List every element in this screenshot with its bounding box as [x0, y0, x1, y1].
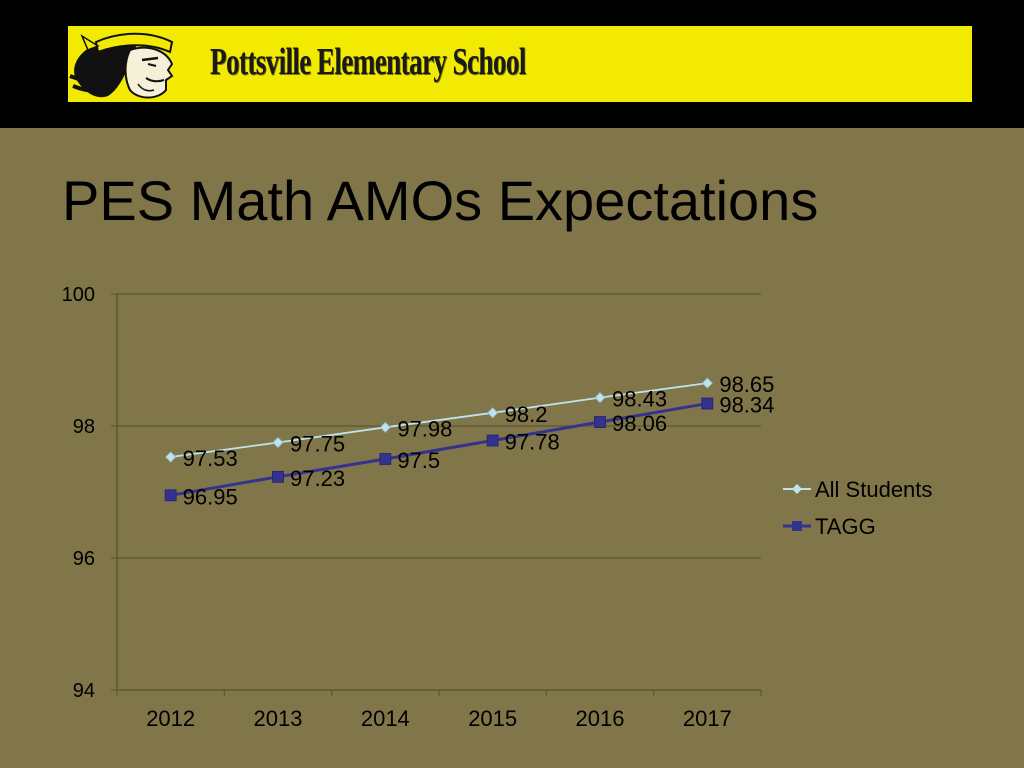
y-tick-label: 100 — [62, 284, 95, 306]
header-bar: Pottsville Elementary School — [0, 0, 1024, 128]
data-point-tagg — [486, 434, 499, 447]
y-tick-label: 94 — [73, 680, 95, 702]
data-point-tagg — [594, 416, 606, 428]
data-label: 97.5 — [397, 448, 440, 473]
data-label: 97.78 — [505, 430, 560, 455]
line-chart: 94 96 98 100 2012 2013 2014 2015 2016 2017 97.53 97… — [62, 284, 933, 731]
x-tick-label: 2014 — [361, 706, 410, 731]
school-name: Pottsville Elementary School — [210, 41, 526, 83]
data-label: 97.23 — [290, 466, 345, 491]
data-label: 98.34 — [719, 393, 774, 418]
data-label: 97.98 — [397, 416, 452, 441]
data-label: 96.95 — [183, 484, 238, 509]
data-label: 98.06 — [612, 411, 667, 436]
data-label: 97.53 — [183, 446, 238, 471]
legend-label: TAGG — [815, 514, 876, 539]
data-point-tagg — [701, 397, 714, 410]
x-tick-label: 2016 — [576, 706, 625, 731]
data-label: 98.43 — [612, 387, 667, 412]
data-point-tagg — [272, 470, 284, 483]
data-point-all-students — [379, 421, 391, 433]
legend-label: All Students — [815, 477, 932, 502]
data-point-all-students — [487, 407, 499, 419]
data-point-all-students — [165, 451, 177, 463]
legend-marker-tagg — [792, 521, 802, 531]
series-line-all-students — [170, 382, 708, 458]
data-label: 98.2 — [505, 402, 548, 427]
school-banner: Pottsville Elementary School — [68, 26, 972, 102]
x-tick-label: 2017 — [683, 706, 732, 731]
slide-title: PES Math AMOs Expectations — [62, 169, 819, 232]
mascot-logo-icon — [69, 32, 174, 99]
data-point-tagg — [379, 453, 392, 465]
data-label: 98.65 — [719, 372, 774, 397]
data-point-all-students — [594, 392, 606, 404]
data-point-all-students — [272, 436, 284, 449]
data-label: 97.75 — [290, 432, 345, 457]
x-tick-label: 2015 — [468, 706, 517, 731]
y-tick-label: 96 — [73, 548, 95, 570]
x-tick-label: 2012 — [146, 706, 195, 731]
y-tick-label: 98 — [73, 416, 95, 438]
data-point-all-students — [701, 377, 713, 389]
data-point-tagg — [164, 489, 177, 502]
x-tick-label: 2013 — [254, 706, 303, 731]
legend-marker-all-students — [792, 484, 802, 494]
series-line-tagg — [170, 402, 708, 497]
